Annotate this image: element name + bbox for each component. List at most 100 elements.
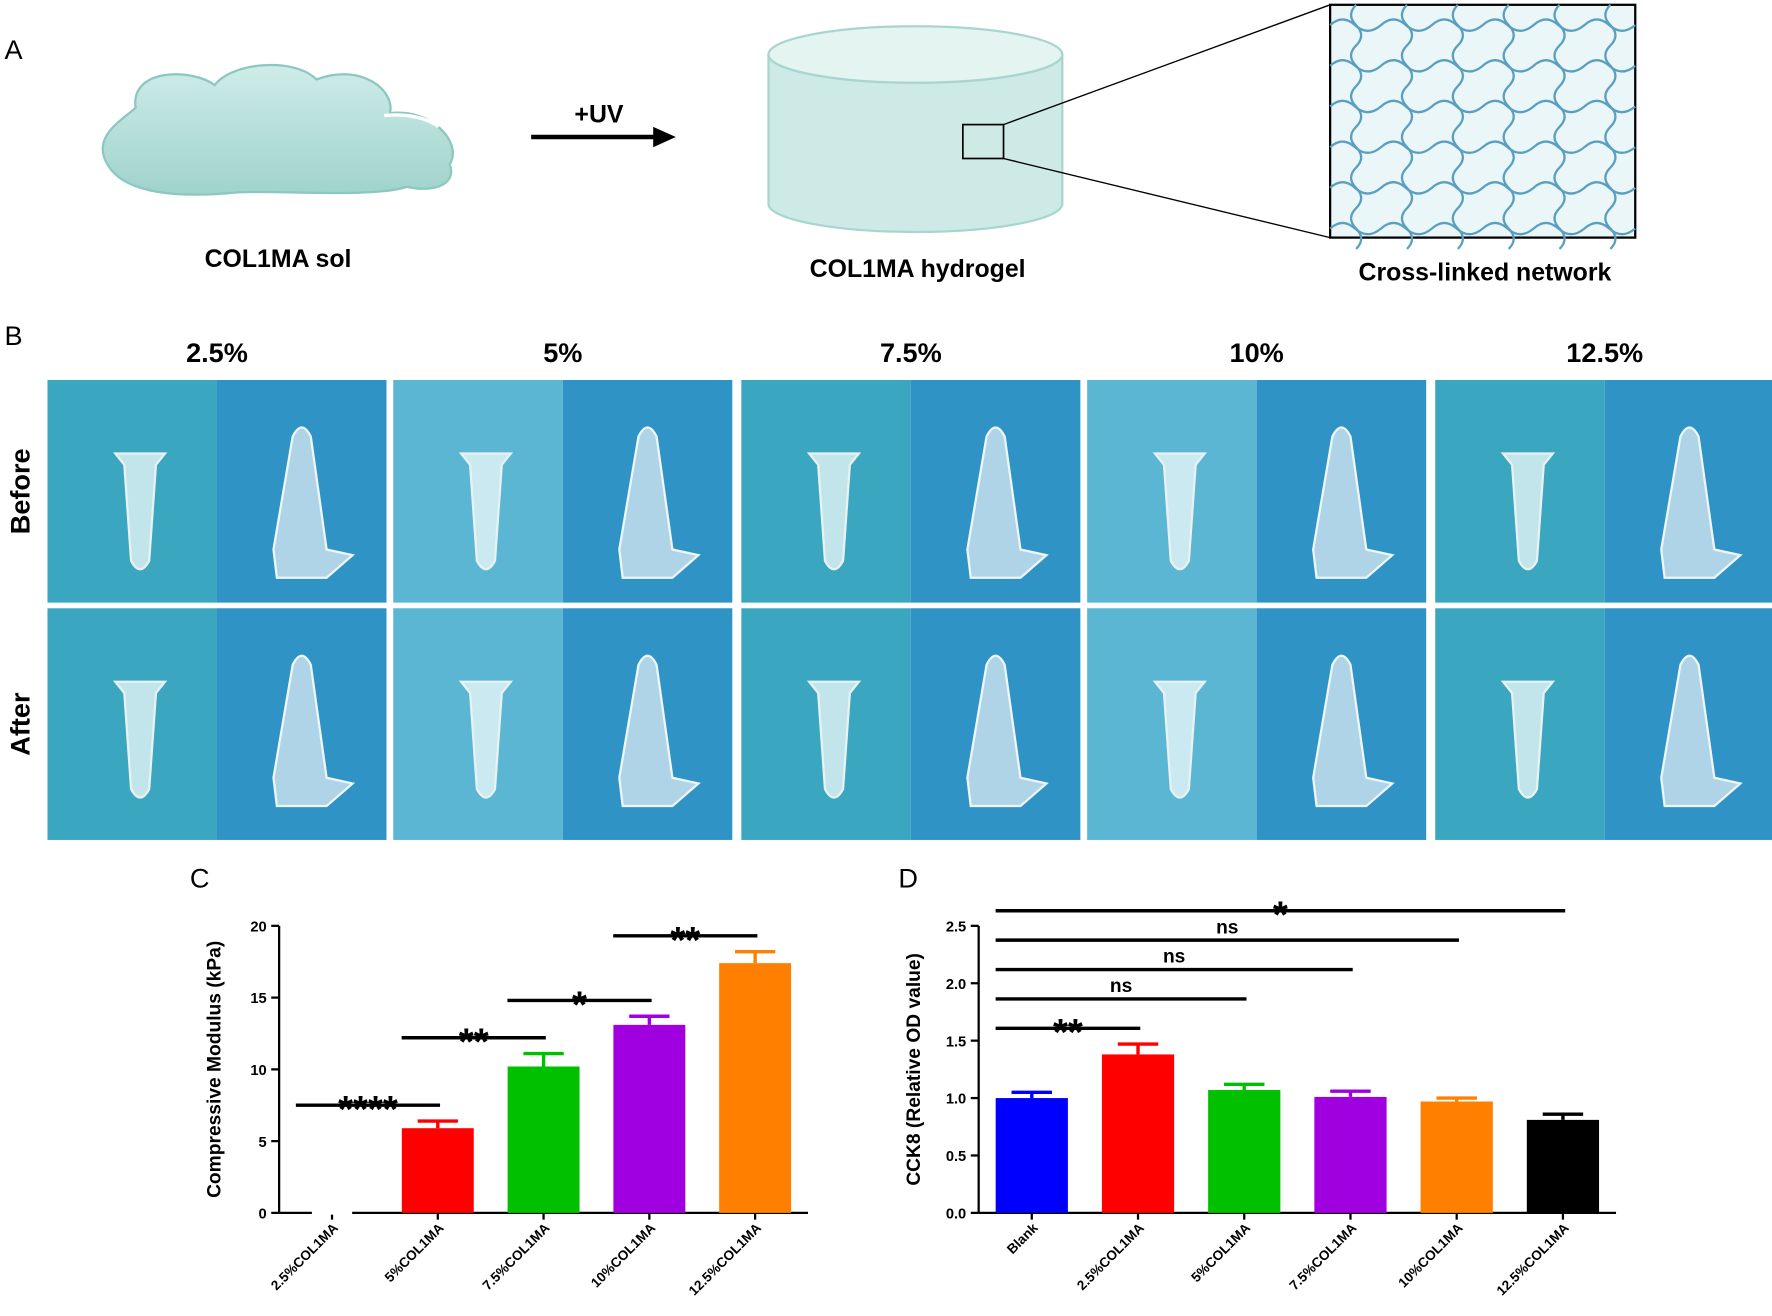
network-strand (1349, 4, 1363, 250)
x-tick-label: 5%COL1MA (1188, 1220, 1253, 1285)
tube-inverted (1660, 654, 1743, 808)
y-tick-label: 10 (250, 1063, 266, 1079)
network-label: Cross-linked network (1359, 259, 1612, 287)
y-tick-label: 0.0 (946, 1207, 966, 1223)
y-tick-label: 0.5 (946, 1149, 966, 1165)
network (1329, 4, 1636, 250)
tube-upright (112, 680, 168, 799)
x-tick-label: 2.5%COL1MA (268, 1220, 341, 1293)
row-label: After (4, 692, 35, 756)
network-strand (1451, 4, 1465, 250)
network-strand (1400, 4, 1414, 250)
tube-inverted (966, 654, 1049, 808)
zoom-line (1003, 4, 1331, 126)
column-label: 10% (1230, 337, 1284, 368)
network-strand (1604, 4, 1617, 250)
sol-label: COL1MA sol (205, 245, 352, 273)
tube-inverted (1312, 654, 1395, 808)
significance-label: ns (1216, 917, 1238, 938)
y-tick-label: 1.0 (946, 1092, 966, 1108)
tube-upright (1500, 680, 1556, 799)
bar (401, 1128, 474, 1213)
x-tick-label: 10%COL1MA (588, 1220, 658, 1290)
y-tick-label: 15 (250, 991, 266, 1007)
y-tick-label: 2.5 (946, 919, 966, 935)
row-label: Before (4, 448, 35, 534)
tube-inverted (1660, 426, 1743, 579)
bar (613, 1024, 686, 1213)
network-strand (1553, 4, 1566, 250)
tube-upright (1500, 452, 1556, 571)
tube-inverted (618, 654, 701, 808)
tube-inverted (966, 426, 1049, 579)
network-strand (1329, 99, 1636, 114)
zoom-line (1003, 157, 1331, 239)
tube-upright (458, 680, 514, 799)
highlight (384, 113, 440, 129)
arrow-head (653, 126, 676, 148)
bar (719, 963, 792, 1213)
bar (1208, 1090, 1281, 1213)
y-tick-label: 5 (259, 1135, 267, 1151)
network-strand (1329, 181, 1636, 195)
y-tick-label: 2.0 (946, 977, 966, 993)
column-label: 12.5% (1566, 337, 1643, 368)
bar (1101, 1054, 1175, 1213)
x-tick-label: 5%COL1MA (382, 1220, 447, 1285)
significance-label: ** (1053, 1011, 1083, 1054)
tube-upright (112, 452, 168, 571)
hydrogel-body (767, 53, 1064, 234)
tube-upright (1152, 452, 1208, 571)
y-tick-label: 20 (250, 919, 266, 935)
bar (507, 1066, 580, 1213)
x-tick-label: 10%COL1MA (1395, 1220, 1465, 1290)
photo-grid: 2.5% 5% 7.5% 10% 12.5% Before After (4, 337, 1772, 840)
y-axis-label: CCK8 (Relative OD value) (904, 953, 925, 1186)
sol-blob (101, 63, 454, 196)
tube-inverted (272, 654, 356, 808)
y-tick-label: 0 (259, 1207, 267, 1223)
network-strand (1329, 221, 1636, 236)
network-strand (1502, 4, 1515, 250)
zoom-box (961, 123, 1005, 160)
network-box (1328, 3, 1637, 239)
bar (1526, 1119, 1600, 1213)
network-strand (1329, 59, 1636, 73)
panel-label: B (5, 320, 23, 351)
x-tick-label: 2.5%COL1MA (1074, 1220, 1147, 1293)
significance-label: ** (670, 919, 700, 962)
arrow-label: +UV (574, 100, 623, 128)
tube-upright (458, 452, 514, 571)
charts: C Compressive Modulus (kPa) 0 5 10 15 20 2.5%CO… (190, 862, 1617, 1298)
significance-label: ** (459, 1021, 489, 1064)
panel-label: D (898, 862, 918, 893)
hydrogel-top (767, 25, 1064, 84)
bar (995, 1098, 1068, 1213)
x-tick-label: 7.5%COL1MA (1286, 1220, 1359, 1293)
y-tick-label: 1.5 (946, 1034, 966, 1050)
panel-label: A (5, 34, 24, 65)
network-strand (1329, 140, 1636, 154)
significance-label: * (1273, 894, 1288, 937)
panel-label: C (190, 862, 210, 893)
column-label: 7.5% (880, 337, 942, 368)
bar (1314, 1096, 1387, 1213)
tube-upright (806, 452, 862, 571)
column-label: 5% (543, 337, 582, 368)
tube-inverted (272, 426, 356, 579)
hydrogel-label: COL1MA hydrogel (810, 255, 1026, 283)
x-tick-label: 7.5%COL1MA (480, 1220, 553, 1293)
column-label: 2.5% (186, 337, 248, 368)
tube-inverted (618, 426, 701, 579)
network-strand (1329, 18, 1636, 32)
tube-upright (806, 680, 862, 799)
x-tick-label: Blank (1004, 1220, 1041, 1257)
significance-label: ns (1163, 947, 1185, 968)
significance-label: * (572, 983, 587, 1026)
tube-inverted (1312, 426, 1395, 579)
bar (1420, 1101, 1493, 1213)
tube-upright (1152, 680, 1208, 799)
x-tick-label: 12.5%COL1MA (1494, 1220, 1572, 1298)
